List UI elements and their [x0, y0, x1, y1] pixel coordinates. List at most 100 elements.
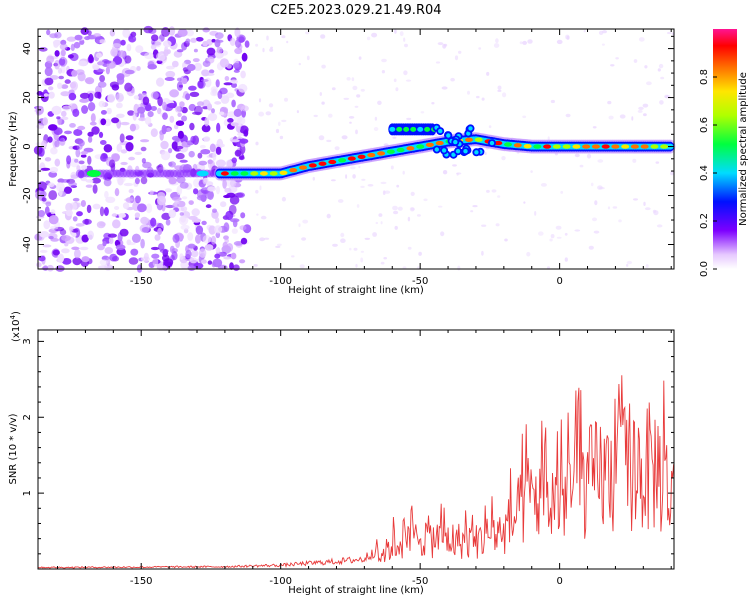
noise-blob — [549, 238, 553, 242]
noise-blob — [226, 243, 234, 252]
noise-blob — [502, 92, 507, 98]
noise-blob — [390, 165, 394, 170]
noise-blob — [179, 253, 184, 260]
noise-blob — [240, 212, 246, 219]
noise-blob — [527, 39, 533, 44]
noise-blob — [643, 201, 646, 206]
noise-blob — [643, 113, 647, 117]
noise-blob — [227, 118, 234, 123]
noise-blob — [470, 210, 474, 213]
noise-blob — [120, 149, 128, 154]
noise-blob — [242, 130, 249, 137]
noise-blob — [258, 111, 265, 117]
noise-blob — [410, 191, 415, 196]
noise-blob — [75, 223, 85, 227]
noise-blob — [349, 121, 352, 124]
noise-blob — [534, 211, 537, 216]
snr-y-unit-exp: 4 — [9, 314, 17, 319]
noise-blob — [239, 138, 249, 144]
y-tick-label: 2 — [22, 414, 33, 420]
noise-blob — [60, 49, 66, 57]
noise-blob — [602, 30, 607, 34]
noise-blob — [364, 237, 371, 240]
noise-blob — [186, 63, 196, 72]
noise-blob — [240, 70, 246, 79]
noise-blob — [497, 89, 502, 92]
spectrogram-panel: -150 -100 -50 0 -40 -20 0 20 40 Height of strai… — [8, 25, 676, 296]
noise-blob — [212, 258, 223, 268]
noise-blob — [91, 177, 101, 184]
noise-blob — [547, 266, 550, 269]
trace-core — [377, 151, 386, 156]
noise-blob — [228, 204, 237, 215]
noise-blob — [202, 177, 208, 185]
noise-blob — [574, 229, 581, 232]
noise-blob — [488, 125, 492, 129]
noise-blob — [43, 93, 49, 97]
noise-blob — [37, 210, 46, 217]
noise-blob — [207, 103, 213, 111]
noise-blob — [240, 237, 248, 245]
noise-blob — [179, 182, 189, 189]
trace-core — [465, 137, 473, 142]
noise-blob — [199, 144, 206, 149]
noise-blob — [354, 105, 359, 108]
noise-blob — [58, 186, 63, 197]
noise-blob — [476, 95, 480, 99]
noise-blob — [218, 111, 225, 116]
noise-blob — [44, 157, 52, 162]
y-tick-label: 20 — [22, 91, 33, 104]
noise-blob — [574, 153, 580, 158]
noise-blob — [42, 117, 48, 126]
noise-blob — [163, 49, 169, 57]
noise-blob — [85, 184, 93, 188]
noise-blob — [122, 28, 131, 38]
noise-blob — [423, 198, 428, 202]
noise-blob — [188, 150, 195, 158]
snr-series-line — [37, 375, 675, 569]
noise-blob — [74, 158, 79, 163]
noise-blob — [157, 195, 166, 206]
noise-blob — [565, 34, 570, 40]
noise-blob — [358, 165, 361, 169]
noise-blob — [441, 86, 448, 90]
noise-blob — [360, 185, 365, 188]
noise-blob — [214, 32, 224, 39]
noise-blob — [156, 52, 166, 62]
noise-blob — [90, 113, 96, 123]
noise-blob — [281, 119, 287, 123]
noise-blob — [484, 152, 487, 155]
noise-blob — [81, 165, 88, 170]
noise-blob — [125, 135, 134, 141]
noise-blob — [214, 253, 221, 259]
noise-blob — [140, 146, 147, 152]
x-tick-label: -150 — [130, 576, 153, 587]
noise-blob — [343, 97, 350, 100]
colorbar: 0.0 0.2 0.4 0.6 0.8 Normalized spectral ampl… — [699, 29, 749, 277]
trace-core — [318, 161, 327, 166]
noise-blob — [632, 158, 637, 163]
noise-blob — [72, 108, 80, 118]
noise-blob — [406, 117, 412, 121]
branch-core — [417, 126, 424, 132]
noise-blob — [116, 73, 125, 81]
trace-core — [611, 144, 620, 149]
noise-blob — [255, 43, 259, 47]
noise-blob — [48, 215, 59, 225]
noise-blob — [334, 146, 340, 151]
noise-blob — [150, 106, 157, 111]
noise-blob — [238, 36, 245, 43]
noise-blob — [156, 77, 165, 87]
noise-blob — [659, 100, 664, 105]
noise-blob — [599, 186, 605, 190]
noise-blob — [123, 182, 133, 187]
noise-blob — [374, 116, 378, 121]
noise-blob — [236, 192, 246, 199]
noise-blob — [185, 38, 191, 44]
noise-blob — [174, 200, 180, 205]
noise-blob — [215, 247, 221, 253]
noise-blob — [185, 249, 192, 259]
noise-blob — [318, 135, 325, 141]
noise-blob — [176, 49, 184, 53]
y-tick-label: 40 — [22, 42, 33, 55]
